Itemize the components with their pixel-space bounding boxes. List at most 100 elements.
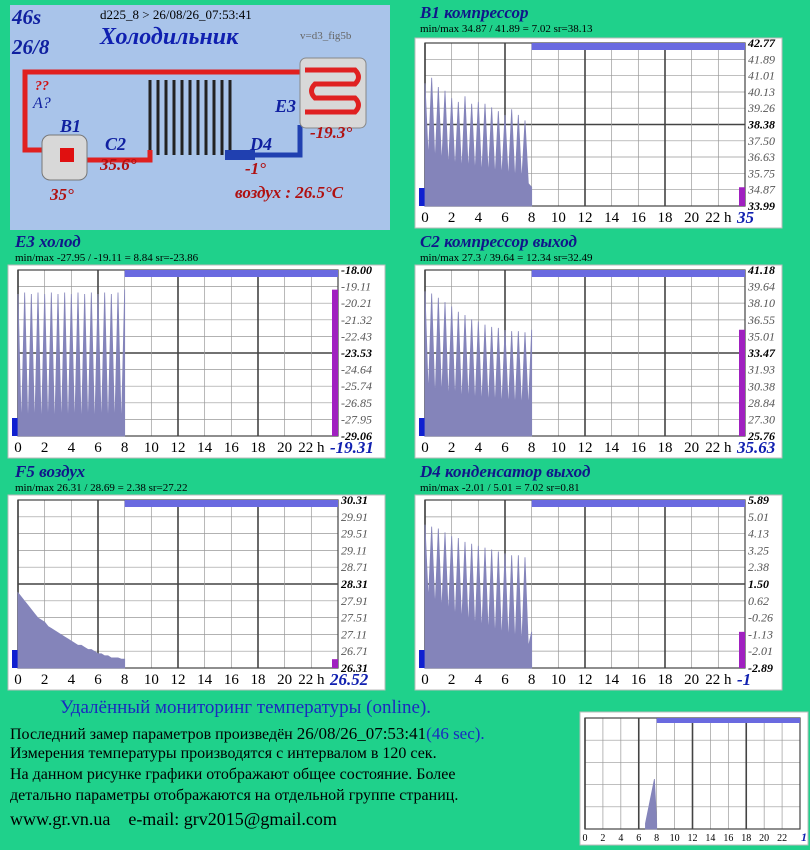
x-tick-label: 20 xyxy=(684,210,699,226)
x-tick-label: 16 xyxy=(224,672,240,688)
x-tick-label: 18 xyxy=(658,672,673,688)
area xyxy=(424,524,533,669)
x-tick-label: 10 xyxy=(144,440,159,456)
y-tick-label: 38.10 xyxy=(747,296,775,310)
y-tick-label: 35.75 xyxy=(747,166,775,180)
y-tick-label: 42.77 xyxy=(747,36,776,50)
x-tick-label: 2 xyxy=(448,210,456,226)
x-tick-label: 18 xyxy=(251,440,266,456)
chart-panel xyxy=(579,711,809,846)
y-tick-label: -19.11 xyxy=(341,280,371,294)
x-tick-label: 8 xyxy=(528,210,536,226)
current-bar xyxy=(739,329,745,436)
area xyxy=(17,289,126,437)
x-tick-label: 22 h xyxy=(705,672,732,688)
label: D4 xyxy=(249,134,272,154)
y-tick-label: 27.30 xyxy=(748,412,775,426)
x-tick-label: 14 xyxy=(604,672,620,688)
age: (46 sec). xyxy=(426,724,485,743)
x-tick-label: 10 xyxy=(551,210,566,226)
y-tick-label: 3.25 xyxy=(747,544,769,558)
x-tick-label: 2 xyxy=(448,672,456,688)
x-tick-label: 4 xyxy=(68,672,76,688)
left-indicator xyxy=(419,650,425,668)
evaporator-coil xyxy=(305,67,361,115)
compressor-indicator xyxy=(60,148,74,162)
y-tick-label: 33.99 xyxy=(747,199,775,213)
x-tick-label: 8 xyxy=(528,440,536,456)
time-bar xyxy=(531,500,745,507)
x-tick-label: 10 xyxy=(144,672,159,688)
y-tick-label: 26.71 xyxy=(341,644,368,658)
time-bar xyxy=(124,500,339,507)
left-indicator xyxy=(419,418,425,436)
text: Последний замер параметров произведён xyxy=(10,726,293,743)
x-tick-label: 18 xyxy=(658,210,673,226)
x-tick-label: 4 xyxy=(618,833,623,844)
y-tick-label: -24.64 xyxy=(341,363,372,377)
air-temperature: воздух : 26.5°C xyxy=(235,183,344,202)
y-tick-label: 29.91 xyxy=(341,510,368,524)
x-tick-label: 0 xyxy=(421,672,429,688)
footer-line: Измерения температуры производятся с инт… xyxy=(10,745,437,762)
x-tick-label: 22 h xyxy=(298,440,325,456)
current-value: 35 xyxy=(736,208,755,227)
y-tick-label: -2.01 xyxy=(748,644,773,658)
capillary xyxy=(225,150,255,160)
y-tick-label: 40.13 xyxy=(748,85,775,99)
x-tick-label: 6 xyxy=(636,833,641,844)
y-tick-label: 2.38 xyxy=(748,560,769,574)
y-tick-label: 4.13 xyxy=(748,527,769,541)
y-tick-label: 26.31 xyxy=(340,661,368,675)
y-tick-label: 29.11 xyxy=(341,543,367,557)
site-link[interactable]: www.gr.vn.ua xyxy=(10,809,111,829)
time-bar xyxy=(531,270,745,277)
x-tick-label: 12 xyxy=(578,672,593,688)
y-tick-label: 30.31 xyxy=(340,493,368,507)
age: 46s xyxy=(11,5,41,29)
x-tick-label: 6 xyxy=(94,440,102,456)
x-tick-label: 6 xyxy=(501,210,509,226)
y-tick-label: 27.11 xyxy=(341,627,367,641)
current-bar xyxy=(739,631,745,668)
y-tick-label: 39.26 xyxy=(747,101,775,115)
y-tick-label: 0.62 xyxy=(748,594,769,608)
x-tick-label: 14 xyxy=(604,440,620,456)
label: A? xyxy=(32,95,51,112)
y-tick-label: 25.76 xyxy=(747,429,775,443)
current-bar xyxy=(332,289,338,436)
x-tick-label: 12 xyxy=(171,672,186,688)
x-tick-label: 2 xyxy=(600,833,605,844)
x-tick-label: 4 xyxy=(475,672,483,688)
chart-title: C2 компрессор выход xyxy=(420,232,577,251)
x-tick-label: 2 xyxy=(41,440,49,456)
y-tick-label: -1.13 xyxy=(748,627,773,641)
footer-line: детально параметры отображаются на отдел… xyxy=(10,787,459,804)
y-tick-label: 41.01 xyxy=(748,69,775,83)
y-tick-label: 36.63 xyxy=(747,150,775,164)
y-tick-label: -21.32 xyxy=(341,313,372,327)
hot-pipe xyxy=(22,69,305,153)
area xyxy=(17,591,126,669)
x-tick-label: 22 xyxy=(777,833,787,844)
x-tick-label: 22 h xyxy=(705,210,732,226)
x-tick-label: 22 h xyxy=(705,440,732,456)
x-tick-label: 16 xyxy=(224,440,240,456)
x-tick-label: 8 xyxy=(654,833,659,844)
x-tick-label: 10 xyxy=(551,440,566,456)
current-bar xyxy=(739,187,745,206)
x-tick-label: 6 xyxy=(501,440,509,456)
y-tick-label: -29.06 xyxy=(341,429,372,443)
x-tick-label: 20 xyxy=(684,440,699,456)
temperature: -1° xyxy=(245,159,266,178)
email-link[interactable]: e-mail: grv2015@gmail.com xyxy=(128,809,337,829)
diagram: 46s 26/8 d225_8 > 26/08/26_07:53:41 Холо… xyxy=(10,5,390,230)
chart: 0 2 4 6 8 10 12 14 16 18 20 22 1 xyxy=(579,711,809,846)
y-tick-label: 1.50 xyxy=(748,577,769,591)
x-tick-label: 0 xyxy=(14,672,22,688)
x-tick-label: 12 xyxy=(578,210,593,226)
label: B1 xyxy=(59,116,81,136)
y-tick-label: 5.89 xyxy=(748,493,769,507)
y-tick-label: -22.43 xyxy=(341,329,372,343)
